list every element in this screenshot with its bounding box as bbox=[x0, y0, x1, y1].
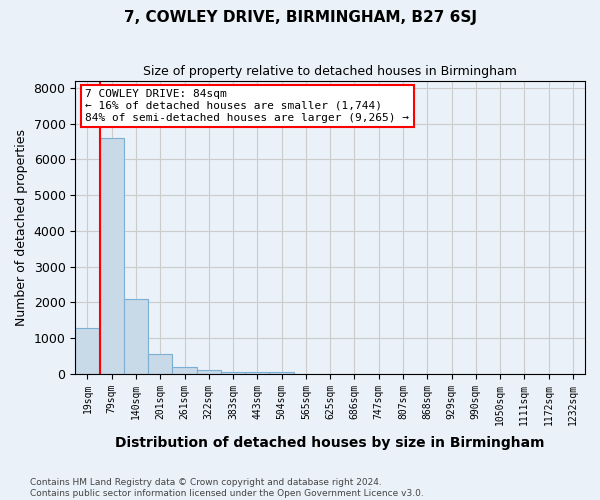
Bar bbox=[124, 299, 148, 374]
Bar bbox=[75, 328, 100, 374]
Text: 7, COWLEY DRIVE, BIRMINGHAM, B27 6SJ: 7, COWLEY DRIVE, BIRMINGHAM, B27 6SJ bbox=[124, 10, 476, 25]
Text: 7 COWLEY DRIVE: 84sqm
← 16% of detached houses are smaller (1,744)
84% of semi-d: 7 COWLEY DRIVE: 84sqm ← 16% of detached … bbox=[85, 90, 409, 122]
Bar bbox=[100, 138, 124, 374]
X-axis label: Distribution of detached houses by size in Birmingham: Distribution of detached houses by size … bbox=[115, 436, 545, 450]
Y-axis label: Number of detached properties: Number of detached properties bbox=[15, 129, 28, 326]
Bar bbox=[172, 367, 197, 374]
Bar bbox=[197, 370, 221, 374]
Text: Contains HM Land Registry data © Crown copyright and database right 2024.
Contai: Contains HM Land Registry data © Crown c… bbox=[30, 478, 424, 498]
Bar bbox=[221, 372, 245, 374]
Bar bbox=[269, 372, 294, 374]
Bar bbox=[148, 354, 172, 374]
Bar bbox=[245, 372, 269, 374]
Title: Size of property relative to detached houses in Birmingham: Size of property relative to detached ho… bbox=[143, 65, 517, 78]
